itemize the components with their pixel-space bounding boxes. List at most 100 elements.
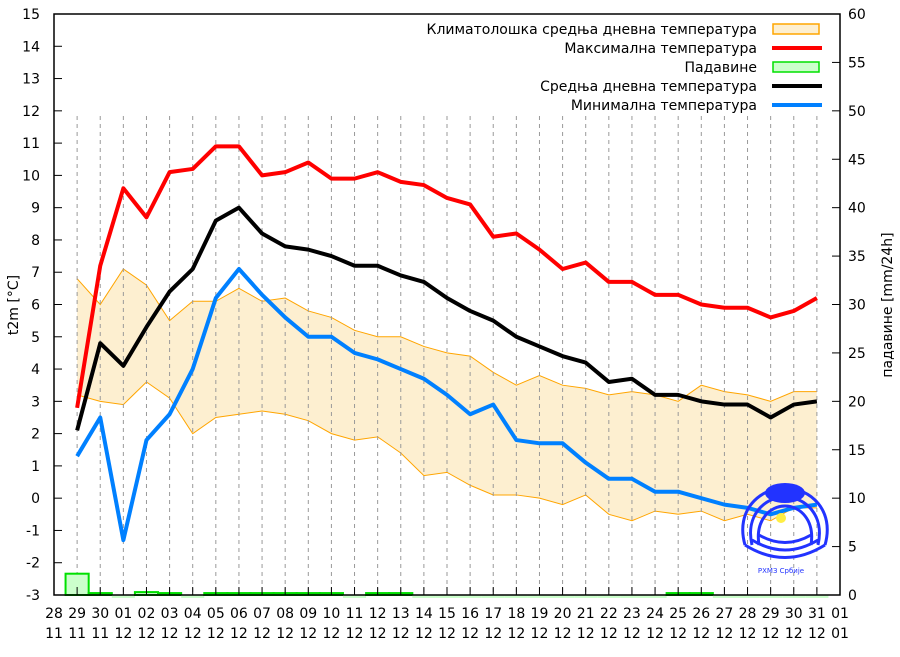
x-tick-day: 30 xyxy=(91,606,109,622)
x-tick-day: 05 xyxy=(207,606,225,622)
x-tick-month: 12 xyxy=(646,626,664,642)
y-tick-label: 5 xyxy=(31,330,40,346)
climatology-upper-line xyxy=(76,268,817,402)
x-tick-month: 12 xyxy=(762,626,780,642)
x-tick-day: 06 xyxy=(230,606,248,622)
x-tick-month: 12 xyxy=(600,626,618,642)
y2-tick-label: 30 xyxy=(848,298,866,314)
y-tick-label: 8 xyxy=(31,233,40,249)
precip-bar xyxy=(620,595,644,598)
y2-tick-label: 55 xyxy=(848,55,866,71)
precip-bar xyxy=(782,595,806,598)
min-temp-line xyxy=(75,266,818,543)
x-tick-month: 12 xyxy=(207,626,225,642)
y-tick-label: 12 xyxy=(22,104,40,120)
legend-label: Падавине xyxy=(685,60,757,76)
x-tick-day: 10 xyxy=(322,606,340,622)
x-tick-month: 12 xyxy=(114,626,132,642)
x-tick-month: 12 xyxy=(369,626,387,642)
x-tick-month: 12 xyxy=(554,626,572,642)
max-temp-line xyxy=(75,144,818,409)
x-tick-month: 12 xyxy=(161,626,179,642)
y-tick-label: 3 xyxy=(31,394,40,410)
y2-tick-label: 0 xyxy=(848,588,857,604)
x-tick-day: 08 xyxy=(276,606,294,622)
precip-bar xyxy=(551,595,575,598)
x-tick-day: 12 xyxy=(369,606,387,622)
x-tick-day: 18 xyxy=(507,606,525,622)
y-tick-label: -1 xyxy=(26,523,40,539)
x-tick-day: 07 xyxy=(253,606,271,622)
precip-bar xyxy=(111,595,135,598)
x-tick-month: 12 xyxy=(138,626,156,642)
y2-tick-label: 50 xyxy=(848,104,866,120)
x-tick-month: 12 xyxy=(484,626,502,642)
x-tick-day: 21 xyxy=(577,606,595,622)
x-tick-day: 22 xyxy=(600,606,618,622)
x-tick-month: 12 xyxy=(507,626,525,642)
x-tick-day: 23 xyxy=(623,606,641,622)
precip-bar xyxy=(342,595,367,598)
x-tick-day: 15 xyxy=(438,606,456,622)
x-tick-day: 29 xyxy=(68,606,86,622)
mean-temp-line xyxy=(75,205,818,431)
x-tick-month: 12 xyxy=(392,626,410,642)
x-tick-month: 12 xyxy=(623,626,641,642)
x-tick-day: 13 xyxy=(392,606,410,622)
x-tick-month: 12 xyxy=(531,626,549,642)
x-tick-day: 26 xyxy=(692,606,710,622)
precip-bar xyxy=(504,595,528,598)
svg-text:РХМЗ Србије: РХМЗ Србије xyxy=(758,567,804,575)
y-tick-label: 15 xyxy=(22,7,40,23)
precip-bar xyxy=(412,595,436,598)
y-tick-label: 6 xyxy=(31,298,40,314)
x-tick-day: 09 xyxy=(299,606,317,622)
x-tick-day: 29 xyxy=(762,606,780,622)
rhmz-logo: РХМЗ Србије xyxy=(741,483,829,575)
x-tick-day: 16 xyxy=(461,606,479,622)
x-tick-month: 12 xyxy=(276,626,294,642)
x-tick-day: 27 xyxy=(715,606,733,622)
x-tick-month: 12 xyxy=(322,626,340,642)
x-tick-month: 12 xyxy=(253,626,271,642)
x-tick-month: 12 xyxy=(438,626,456,642)
y2-tick-label: 10 xyxy=(848,491,866,507)
legend: Климатолошка средња дневна температура Ма… xyxy=(427,22,822,114)
y2-tick-label: 60 xyxy=(848,7,866,23)
y2-tick-label: 45 xyxy=(848,152,866,168)
series-lines xyxy=(75,144,818,543)
y-tick-label: 4 xyxy=(31,362,40,378)
y2-tick-label: 25 xyxy=(848,346,866,362)
precip-bar xyxy=(735,595,760,598)
x-tick-month: 12 xyxy=(577,626,595,642)
y2-tick-label: 5 xyxy=(848,540,857,556)
x-tick-month: 12 xyxy=(808,626,826,642)
legend-label: Средња дневна температура xyxy=(540,79,757,95)
y-tick-label: 13 xyxy=(22,72,40,88)
precip-bar xyxy=(481,595,505,598)
x-tick-month: 12 xyxy=(461,626,479,642)
precip-bar xyxy=(458,595,482,598)
x-tick-day: 17 xyxy=(484,606,502,622)
y2-axis-label: падавине [mm/24h] xyxy=(880,232,896,377)
x-tick-day: 20 xyxy=(554,606,572,622)
climatology-lower-line xyxy=(76,381,817,522)
y2-tick-label: 20 xyxy=(848,394,866,410)
x-tick-day: 11 xyxy=(346,606,364,622)
y-tick-label: 10 xyxy=(22,168,40,184)
y2-tick-label: 15 xyxy=(848,443,866,459)
x-tick-month: 12 xyxy=(346,626,364,642)
x-tick-month: 11 xyxy=(45,626,63,642)
y-tick-label: 1 xyxy=(31,459,40,475)
x-tick-month: 12 xyxy=(299,626,317,642)
precip-bar xyxy=(527,595,552,598)
x-tick-month: 12 xyxy=(739,626,757,642)
precip-bar xyxy=(435,595,459,598)
x-tick-month: 12 xyxy=(415,626,433,642)
y-tick-label: 9 xyxy=(31,201,40,217)
precip-bar xyxy=(759,595,783,598)
legend-swatch xyxy=(772,61,820,73)
x-tick-day: 28 xyxy=(739,606,757,622)
x-tick-month: 01 xyxy=(831,626,849,642)
x-tick-day: 02 xyxy=(138,606,156,622)
